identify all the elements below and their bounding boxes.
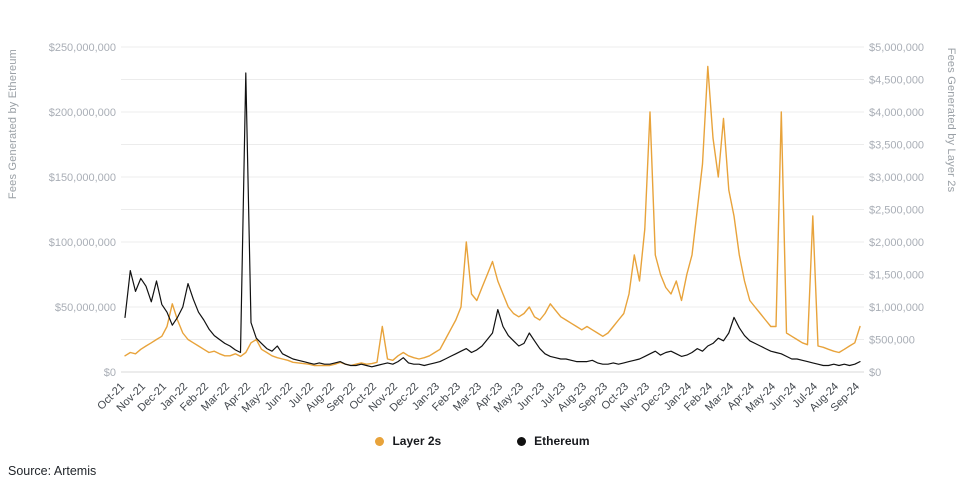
svg-text:$500,000: $500,000	[869, 335, 915, 347]
legend-label-ethereum: Ethereum	[534, 434, 590, 448]
svg-text:$100,000,000: $100,000,000	[49, 237, 116, 249]
svg-text:$0: $0	[869, 367, 881, 379]
svg-text:$5,000,000: $5,000,000	[869, 42, 924, 54]
legend-item-layer2s[interactable]: Layer 2s	[375, 434, 441, 448]
svg-text:$250,000,000: $250,000,000	[49, 42, 116, 54]
svg-text:$200,000,000: $200,000,000	[49, 107, 116, 119]
svg-text:$4,500,000: $4,500,000	[869, 75, 924, 87]
source-note: Source: Artemis	[8, 464, 97, 478]
svg-text:$3,500,000: $3,500,000	[869, 140, 924, 152]
svg-text:$0: $0	[104, 367, 116, 379]
svg-text:$2,000,000: $2,000,000	[869, 237, 924, 249]
chart-legend: Layer 2s Ethereum	[0, 431, 965, 451]
svg-text:$2,500,000: $2,500,000	[869, 205, 924, 217]
svg-text:$1,000,000: $1,000,000	[869, 302, 924, 314]
svg-text:Fees Generated by Layer 2s: Fees Generated by Layer 2s	[945, 48, 957, 193]
svg-text:$150,000,000: $150,000,000	[49, 172, 116, 184]
svg-text:$3,000,000: $3,000,000	[869, 172, 924, 184]
legend-label-layer2s: Layer 2s	[392, 434, 442, 448]
ethereum-legend-dot	[517, 436, 527, 446]
legend-item-ethereum[interactable]: Ethereum	[517, 434, 590, 448]
svg-text:Fees Generated by Ethereum: Fees Generated by Ethereum	[7, 49, 19, 199]
layer2s-legend-dot	[375, 436, 385, 446]
svg-text:$4,000,000: $4,000,000	[869, 107, 924, 119]
svg-text:$50,000,000: $50,000,000	[55, 302, 116, 314]
fees-chart-canvas: $0 $50,000,000 $100,000,000 $150,000,000 $20…	[7, 42, 957, 415]
svg-text:$1,500,000: $1,500,000	[869, 270, 924, 282]
